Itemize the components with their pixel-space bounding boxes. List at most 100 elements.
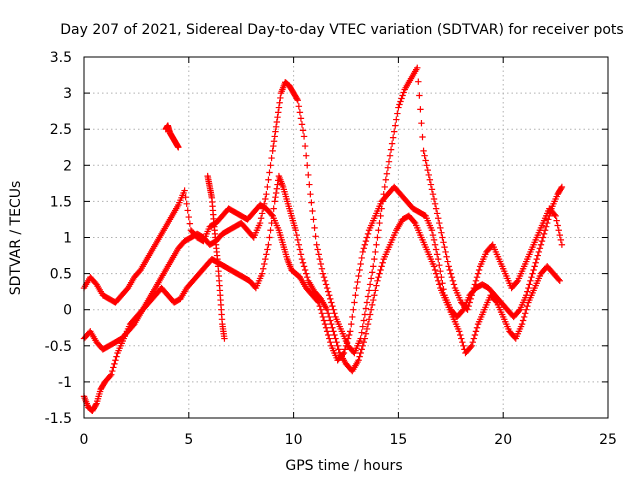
data-point: [431, 200, 439, 208]
data-point: [382, 176, 390, 183]
data-point: [363, 299, 371, 306]
data-point: [268, 219, 275, 227]
data-point: [346, 328, 354, 335]
data-point: [458, 335, 465, 342]
data-point: [272, 123, 280, 130]
x-tick-label: 10: [285, 432, 303, 448]
data-point: [414, 64, 421, 72]
data-point: [352, 292, 359, 299]
data-point: [256, 219, 264, 227]
data-point: [554, 222, 561, 229]
data-point: [444, 258, 451, 265]
data-point: [312, 233, 319, 240]
data-point: [328, 320, 335, 328]
data-point: [300, 263, 308, 270]
data-point: [264, 246, 271, 253]
data-point: [298, 255, 306, 263]
data-point: [358, 346, 365, 353]
data-point: [267, 227, 274, 234]
data-point: [558, 241, 566, 248]
data-point: [433, 210, 441, 217]
data-point: [357, 349, 364, 357]
data-point: [526, 281, 533, 288]
data-point: [274, 113, 281, 121]
data-point: [374, 234, 381, 241]
data-point: [373, 282, 380, 289]
data-point: [268, 211, 275, 218]
data-point: [410, 218, 418, 226]
data-point: [425, 171, 432, 179]
data-point: [182, 193, 189, 201]
data-point: [374, 277, 381, 285]
data-point: [111, 360, 118, 368]
data-point: [319, 313, 327, 321]
data-point: [381, 183, 388, 191]
data-point: [313, 241, 320, 248]
data-point: [261, 200, 268, 208]
data-point: [295, 241, 303, 248]
data-point: [421, 152, 428, 159]
data-point: [472, 328, 480, 335]
data-point: [447, 270, 454, 277]
data-point: [530, 266, 537, 274]
data-point: [265, 241, 272, 248]
data-point: [557, 236, 565, 244]
data-point: [420, 147, 427, 155]
y-tick-label: -1: [58, 375, 72, 391]
data-point: [322, 324, 330, 331]
data-marks: [80, 64, 566, 414]
data-point: [367, 306, 375, 313]
data-point: [326, 335, 333, 342]
data-point: [357, 260, 364, 268]
data-point: [553, 217, 560, 224]
data-point: [262, 255, 269, 263]
data-point: [277, 94, 284, 102]
data-point: [329, 324, 336, 331]
data-point: [365, 287, 373, 294]
data-point: [265, 176, 272, 183]
y-tick-label: 3: [63, 86, 72, 102]
data-point: [326, 292, 333, 299]
data-point: [318, 265, 326, 272]
data-point: [362, 237, 370, 245]
data-point: [92, 401, 100, 408]
data-point: [389, 134, 397, 141]
data-point: [367, 275, 375, 282]
data-point: [270, 205, 277, 212]
data-point: [323, 284, 331, 292]
data-point: [263, 190, 270, 198]
data-point: [372, 287, 379, 294]
data-point: [371, 292, 378, 299]
data-point: [327, 295, 334, 303]
data-point: [424, 166, 431, 174]
data-point: [542, 223, 550, 230]
data-point: [474, 270, 482, 277]
data-point: [383, 170, 391, 177]
data-point: [379, 259, 386, 266]
data-point: [355, 272, 362, 280]
data-point: [297, 115, 305, 122]
y-tick-label: 1.5: [50, 194, 72, 210]
data-point: [299, 127, 307, 134]
data-point: [465, 302, 472, 310]
x-tick-label: 5: [184, 432, 193, 448]
data-point: [258, 210, 266, 217]
data-point: [293, 95, 301, 103]
data-point: [395, 104, 402, 111]
data-point: [360, 317, 368, 324]
data-point: [459, 307, 466, 315]
data-point: [320, 274, 328, 281]
data-point: [360, 245, 368, 252]
data-point: [310, 216, 317, 223]
data-point: [436, 281, 443, 288]
data-point: [438, 229, 445, 236]
data-point: [364, 320, 372, 328]
data-point: [557, 184, 565, 192]
data-point: [369, 269, 376, 276]
data-point: [437, 224, 444, 232]
data-point: [273, 118, 281, 126]
data-point: [459, 338, 466, 346]
data-point: [333, 338, 340, 346]
data-point: [539, 234, 547, 241]
data-point: [334, 342, 341, 349]
